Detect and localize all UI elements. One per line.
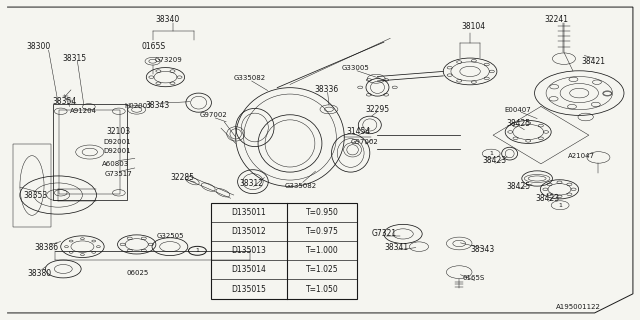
Text: 06025: 06025 [127, 270, 149, 276]
Text: 32285: 32285 [171, 173, 195, 182]
Text: 38336: 38336 [314, 85, 339, 94]
Text: 38354: 38354 [52, 97, 77, 106]
Text: G335082: G335082 [234, 75, 266, 81]
Text: 0165S: 0165S [462, 275, 484, 281]
Text: 38423: 38423 [483, 156, 506, 165]
Bar [53, 104, 127, 200]
Text: D135015: D135015 [232, 284, 266, 293]
Text: 38343: 38343 [145, 101, 169, 110]
Text: 38421: 38421 [581, 57, 605, 66]
Text: 38343: 38343 [471, 245, 495, 254]
Text: 32295: 32295 [365, 105, 390, 114]
Text: 38300: 38300 [27, 42, 51, 52]
Text: D92001: D92001 [104, 139, 131, 145]
Text: 38315: 38315 [62, 53, 86, 62]
Text: G335082: G335082 [285, 183, 317, 189]
Text: G73517: G73517 [105, 171, 132, 177]
Text: D135014: D135014 [232, 265, 266, 275]
Text: G97002: G97002 [200, 112, 227, 118]
Text: 32241: 32241 [544, 15, 568, 24]
Text: 32103: 32103 [107, 127, 131, 136]
Text: T=0.950: T=0.950 [305, 208, 339, 217]
Text: 1: 1 [195, 248, 199, 253]
Text: T=0.975: T=0.975 [305, 227, 339, 236]
Text: 38386: 38386 [35, 243, 59, 252]
Text: 38341: 38341 [385, 243, 409, 252]
Text: H02007: H02007 [124, 103, 152, 109]
Text: 38425: 38425 [506, 182, 530, 191]
Text: G33005: G33005 [341, 65, 369, 71]
Text: 38380: 38380 [27, 268, 51, 278]
Text: D92001: D92001 [104, 148, 131, 154]
Text: D135012: D135012 [232, 227, 266, 236]
Text: T=1.050: T=1.050 [305, 284, 339, 293]
Text: 38104: 38104 [461, 22, 485, 31]
Text: G7321: G7321 [371, 229, 396, 238]
Text: D135013: D135013 [232, 246, 266, 255]
Bar [211, 203, 357, 299]
Text: A91204: A91204 [70, 108, 97, 114]
Text: 38425: 38425 [506, 119, 530, 129]
Text: 38340: 38340 [156, 15, 180, 24]
Text: 38353: 38353 [24, 190, 48, 200]
Text: 1: 1 [558, 203, 562, 208]
Text: 1: 1 [489, 151, 493, 156]
Text: 31454: 31454 [346, 127, 371, 136]
Text: T=1.025: T=1.025 [306, 265, 338, 275]
Bar [60, 110, 120, 194]
Text: G97002: G97002 [351, 139, 379, 145]
Text: G73209: G73209 [154, 57, 182, 63]
Text: E00407: E00407 [504, 107, 531, 113]
Text: D135011: D135011 [232, 208, 266, 217]
Text: 38423: 38423 [535, 194, 559, 204]
Text: A195001122: A195001122 [556, 304, 601, 309]
Text: A21047: A21047 [568, 153, 595, 159]
Bar [13, 144, 51, 227]
Text: 0165S: 0165S [142, 42, 166, 52]
Text: T=1.000: T=1.000 [305, 246, 339, 255]
Text: A60803: A60803 [102, 161, 129, 167]
Text: G32505: G32505 [156, 233, 184, 238]
Text: 38312: 38312 [239, 180, 264, 188]
